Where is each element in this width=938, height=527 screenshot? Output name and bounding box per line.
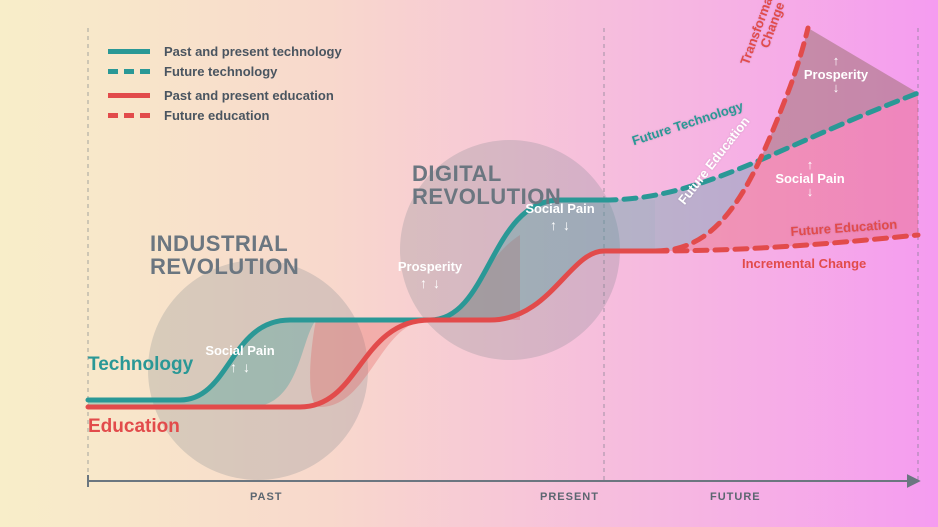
- legend-label: Past and present technology: [164, 44, 342, 59]
- legend-row: Past and present technology: [108, 42, 342, 60]
- legend-row: Past and present education: [108, 86, 342, 104]
- legend-row: Future education: [108, 106, 342, 124]
- axis-tick: FUTURE: [710, 491, 761, 503]
- era-label: INDUSTRIALREVOLUTION: [150, 232, 299, 278]
- series-label: Education: [88, 416, 180, 438]
- series-label: Technology: [88, 354, 193, 376]
- legend: Past and present technology Future techn…: [108, 42, 342, 126]
- legend-swatch: [108, 49, 150, 54]
- gap-annotation: ↑Prosperity↓: [804, 54, 868, 95]
- axis-tick: PAST: [250, 491, 283, 503]
- gap-annotation: Social Pain↑↓: [205, 344, 274, 374]
- axis-tick: PRESENT: [540, 491, 599, 503]
- legend-swatch: [108, 69, 150, 74]
- legend-label: Future technology: [164, 64, 277, 79]
- legend-swatch: [108, 113, 150, 118]
- legend-label: Past and present education: [164, 88, 334, 103]
- gap-annotation: Social Pain↑↓: [525, 202, 594, 232]
- gap-annotation: ↑Social Pain↓: [775, 158, 844, 199]
- legend-swatch: [108, 93, 150, 98]
- gap-annotation: Prosperity↑↓: [398, 260, 462, 290]
- incremental-label: Incremental Change: [742, 256, 866, 271]
- legend-label: Future education: [164, 108, 269, 123]
- legend-row: Future technology: [108, 62, 342, 80]
